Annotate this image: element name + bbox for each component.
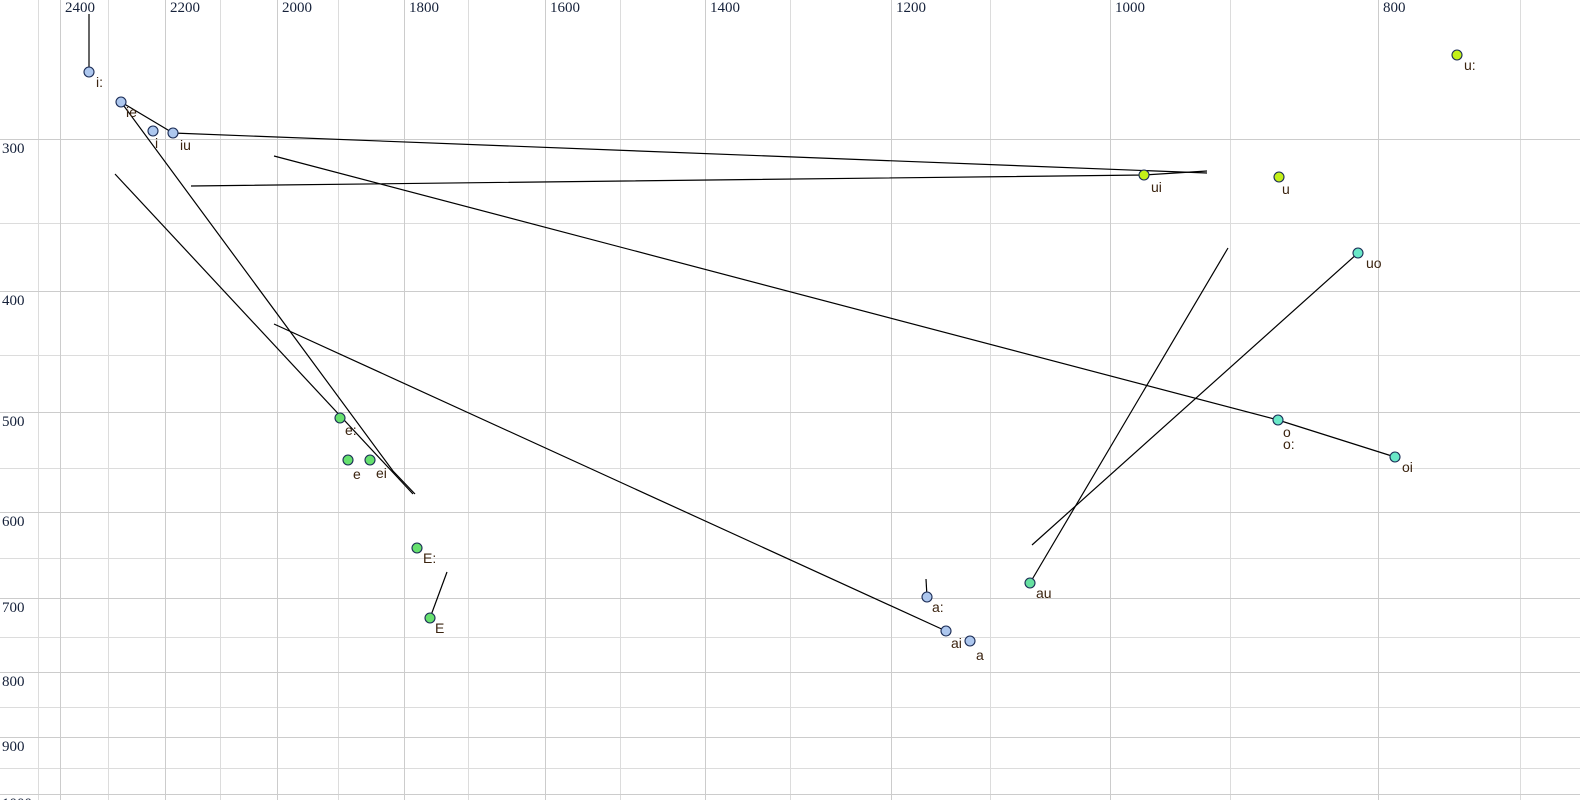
trajectory-line: [1029, 247, 1229, 584]
point-label-iu: iu: [180, 137, 191, 153]
data-point-E[interactable]: [424, 612, 436, 624]
x-tick-1000: 1000: [1115, 0, 1145, 16]
data-point-iu[interactable]: [167, 127, 179, 139]
point-label-o: o: [1283, 424, 1291, 440]
point-label-E: E: [435, 620, 445, 636]
data-point-oi[interactable]: [1389, 451, 1401, 463]
data-point-along[interactable]: [921, 591, 933, 603]
data-point-u[interactable]: [1273, 171, 1285, 183]
point-label-ulong: u:: [1464, 57, 1476, 73]
trajectory-line: [1031, 252, 1359, 546]
point-label-ilong: i:: [96, 74, 103, 90]
point-label-oi: oi: [1402, 459, 1413, 475]
point-label-ei: ei: [376, 465, 387, 481]
trajectory-line: [273, 323, 947, 632]
point-label-ai: ai: [951, 635, 962, 651]
data-point-ilong[interactable]: [83, 66, 95, 78]
y-tick-1000: 1000: [2, 796, 32, 800]
y-tick-600: 600: [2, 514, 25, 530]
data-point-a[interactable]: [964, 635, 976, 647]
y-tick-800: 800: [2, 674, 25, 690]
x-tick-2400: 2400: [65, 0, 95, 16]
data-point-ui[interactable]: [1138, 169, 1150, 181]
x-tick-800: 800: [1383, 0, 1406, 16]
point-label-ui: ui: [1151, 179, 1162, 195]
y-tick-400: 400: [2, 293, 25, 309]
point-label-Elong: E:: [423, 550, 437, 566]
y-tick-900: 900: [2, 739, 25, 755]
point-label-ie: ie: [126, 104, 137, 120]
point-label-u: u: [1282, 181, 1290, 197]
y-tick-700: 700: [2, 600, 25, 616]
x-tick-1800: 1800: [409, 0, 439, 16]
x-tick-2000: 2000: [282, 0, 312, 16]
x-tick-1400: 1400: [710, 0, 740, 16]
trajectory-line: [114, 173, 414, 495]
data-point-uo[interactable]: [1352, 247, 1364, 259]
data-point-ei[interactable]: [364, 454, 376, 466]
data-point-o[interactable]: [1272, 414, 1284, 426]
point-label-along: a:: [932, 599, 944, 615]
data-point-i[interactable]: [147, 125, 159, 137]
data-point-au[interactable]: [1024, 577, 1036, 589]
data-point-ai[interactable]: [940, 625, 952, 637]
point-label-elong: e:: [345, 422, 357, 438]
point-label-au: au: [1036, 585, 1052, 601]
data-point-e[interactable]: [342, 454, 354, 466]
point-label-e: e: [353, 466, 361, 482]
data-point-Elong[interactable]: [411, 542, 423, 554]
point-label-uo: uo: [1366, 255, 1382, 271]
data-point-ulong[interactable]: [1451, 49, 1463, 61]
data-point-ie[interactable]: [115, 96, 127, 108]
x-tick-1200: 1200: [896, 0, 926, 16]
x-tick-2200: 2200: [170, 0, 200, 16]
point-label-a: a: [976, 647, 984, 663]
point-label-olong: o:: [1283, 436, 1295, 452]
point-label-i: i: [155, 135, 159, 151]
data-point-elong[interactable]: [334, 412, 346, 424]
x-tick-1600: 1600: [550, 0, 580, 16]
y-tick-500: 500: [2, 414, 25, 430]
y-tick-300: 300: [2, 141, 25, 157]
trajectory-line: [429, 571, 448, 619]
trajectory-line: [120, 101, 416, 495]
